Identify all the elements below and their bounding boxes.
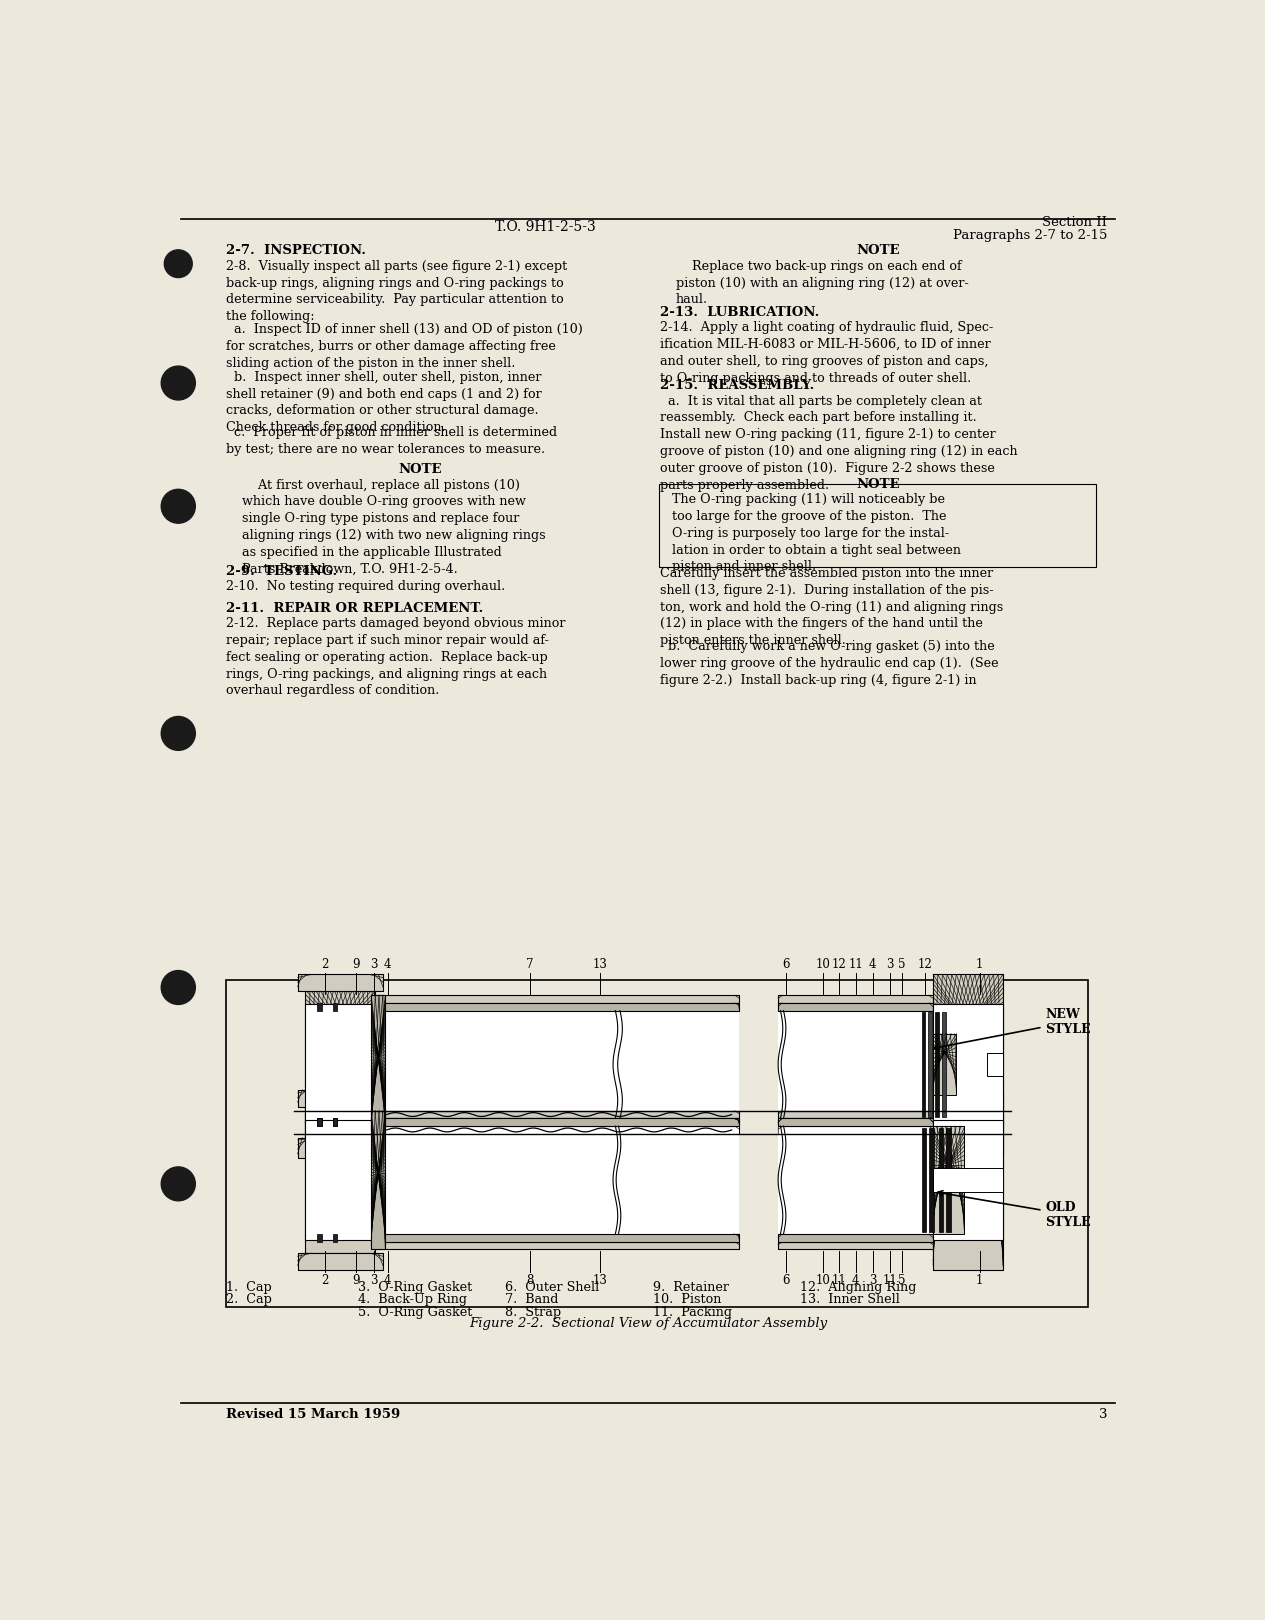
Text: 13: 13 [592, 957, 607, 970]
Text: NEW
STYLE: NEW STYLE [934, 1008, 1092, 1050]
Text: NOTE: NOTE [856, 245, 899, 258]
Text: 5: 5 [898, 1273, 906, 1286]
Text: T.O. 9H1-2-5-3: T.O. 9H1-2-5-3 [496, 220, 596, 233]
Text: Section II: Section II [1042, 215, 1107, 228]
Text: 2-14.  Apply a light coating of hydraulic fluid, Spec-
ification MIL-H-6083 or M: 2-14. Apply a light coating of hydraulic… [660, 321, 993, 386]
Text: a.  Inspect ID of inner shell (13) and OD of piston (10)
for scratches, burrs or: a. Inspect ID of inner shell (13) and OD… [226, 322, 583, 369]
Text: 4: 4 [869, 957, 877, 970]
Bar [941, 1012, 945, 1116]
Text: 1.  Cap: 1. Cap [226, 1281, 272, 1294]
Text: NOTE: NOTE [856, 478, 899, 491]
Text: 7: 7 [526, 957, 534, 970]
Text: 11: 11 [831, 1273, 846, 1286]
Text: 8.  Strap: 8. Strap [505, 1306, 562, 1319]
Text: 12: 12 [918, 957, 932, 970]
Text: 3: 3 [1099, 1408, 1107, 1421]
Text: b.  Inspect inner shell, outer shell, piston, inner
shell retainer (9) and both : b. Inspect inner shell, outer shell, pis… [226, 371, 543, 434]
Bar [921, 1012, 926, 1116]
Bar [946, 1128, 951, 1233]
Bar [778, 1126, 934, 1134]
Bar [935, 1012, 940, 1116]
Bar [381, 1126, 739, 1234]
Bar [778, 1234, 934, 1241]
Bar [934, 974, 1003, 1155]
Text: 6: 6 [782, 1273, 789, 1286]
Bar [226, 980, 1088, 1307]
Text: 4: 4 [383, 1273, 391, 1286]
Text: 2: 2 [321, 957, 329, 970]
Text: 3: 3 [869, 1273, 877, 1286]
Bar [778, 1111, 934, 1118]
Bar [934, 1090, 1003, 1270]
Bar [376, 995, 739, 1003]
Text: 2-10.  No testing required during overhaul.: 2-10. No testing required during overhau… [226, 580, 506, 593]
Text: 6: 6 [782, 957, 789, 970]
Text: 2-12.  Replace parts damaged beyond obvious minor
repair; replace part if such m: 2-12. Replace parts damaged beyond obvio… [226, 617, 565, 697]
Bar [297, 974, 383, 991]
Text: a.  It is vital that all parts be completely clean at
reassembly.  Check each pa: a. It is vital that all parts be complet… [660, 395, 1018, 491]
Bar [297, 1254, 383, 1270]
Bar [297, 1137, 383, 1158]
Text: Replace two back-up rings on each end of
piston (10) with an aligning ring (12) : Replace two back-up rings on each end of… [676, 259, 969, 306]
Text: 3.  O-Ring Gasket: 3. O-Ring Gasket [358, 1281, 472, 1294]
Text: 1: 1 [975, 957, 983, 970]
Text: Carefully insert the assembled piston into the inner
shell (13, figure 2-1).  Du: Carefully insert the assembled piston in… [660, 567, 1003, 648]
Text: 10: 10 [816, 1273, 831, 1286]
Bar [778, 1241, 934, 1249]
Text: 9: 9 [352, 957, 359, 970]
Bar [778, 1003, 934, 1011]
Bar [297, 1090, 383, 1106]
Polygon shape [934, 1126, 964, 1234]
Text: 6.  Outer Shell: 6. Outer Shell [505, 1281, 600, 1294]
Bar [305, 991, 376, 1137]
Text: 12: 12 [831, 957, 846, 970]
Bar [659, 484, 1095, 567]
Bar [927, 1012, 931, 1116]
Text: 8: 8 [526, 1273, 534, 1286]
Text: 9.  Retainer: 9. Retainer [653, 1281, 729, 1294]
Bar [934, 1119, 1003, 1239]
Bar [939, 1128, 944, 1233]
Bar [381, 1234, 739, 1241]
Bar [371, 1111, 386, 1249]
Bar [778, 995, 934, 1003]
Bar [318, 1234, 321, 1241]
Bar [333, 1003, 338, 1011]
Text: 2-11.  REPAIR OR REPLACEMENT.: 2-11. REPAIR OR REPLACEMENT. [226, 601, 483, 614]
Bar [930, 1128, 934, 1233]
Text: NOTE: NOTE [398, 463, 441, 476]
Bar [921, 1128, 926, 1233]
Text: b.  Carefully work a new O-ring gasket (5) into the
lower ring groove of the hyd: b. Carefully work a new O-ring gasket (5… [660, 640, 999, 687]
Text: 2-8.  Visually inspect all parts (see figure 2-1) except
back-up rings, aligning: 2-8. Visually inspect all parts (see fig… [226, 259, 568, 324]
Text: 2-15.  REASSEMBLY.: 2-15. REASSEMBLY. [660, 379, 815, 392]
Bar [778, 1126, 934, 1234]
Text: 2: 2 [321, 1273, 329, 1286]
Text: Revised 15 March 1959: Revised 15 March 1959 [226, 1408, 401, 1421]
Text: 13: 13 [592, 1273, 607, 1286]
Bar [376, 1126, 739, 1134]
Text: 2-7.  INSPECTION.: 2-7. INSPECTION. [226, 245, 367, 258]
Bar [333, 1118, 338, 1126]
Circle shape [161, 366, 195, 400]
Bar [778, 1118, 934, 1126]
Text: 11: 11 [883, 1273, 897, 1286]
Bar [934, 1168, 1003, 1192]
Bar [318, 1003, 321, 1011]
Text: Figure 2-2.  Sectional View of Accumulator Assembly: Figure 2-2. Sectional View of Accumulato… [469, 1317, 827, 1330]
Circle shape [161, 716, 195, 750]
Text: 10.  Piston: 10. Piston [653, 1293, 721, 1306]
Text: 10: 10 [816, 957, 831, 970]
Bar [305, 1119, 376, 1239]
Text: 12.  Aligning Ring: 12. Aligning Ring [799, 1281, 916, 1294]
Text: 5: 5 [898, 957, 906, 970]
Text: 4: 4 [851, 1273, 859, 1286]
Text: OLD
STYLE: OLD STYLE [937, 1191, 1092, 1228]
Bar [778, 1118, 934, 1126]
Bar [333, 1118, 338, 1126]
Circle shape [164, 249, 192, 277]
Text: The O-ring packing (11) will noticeably be
too large for the groove of the pisto: The O-ring packing (11) will noticeably … [672, 492, 961, 573]
Text: 2.  Cap: 2. Cap [226, 1293, 272, 1306]
Bar [305, 1106, 376, 1254]
Bar [333, 1234, 338, 1241]
Text: 3: 3 [886, 957, 893, 970]
